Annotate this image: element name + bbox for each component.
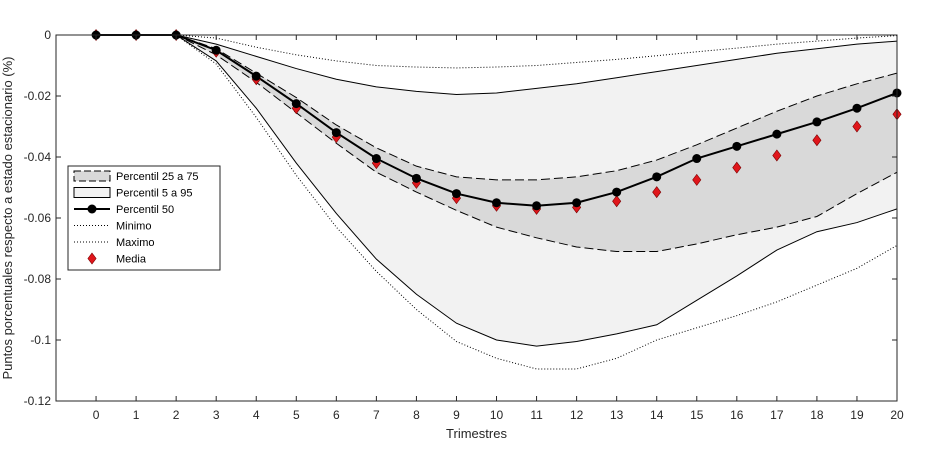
percentil-50-point [291,99,301,109]
x-tick-label: 18 [810,408,824,422]
media-point [652,186,662,199]
legend-label: Percentil 5 a 95 [116,188,192,200]
x-tick-label: 7 [373,408,380,422]
x-tick-label: 8 [413,408,420,422]
percentil-50-point [371,154,381,164]
y-tick-label: -0.12 [24,394,52,408]
percentil-50-point [612,187,622,197]
x-tick-label: 9 [453,408,460,422]
x-tick-label: 14 [650,408,664,422]
legend-swatch-25-75 [73,170,111,182]
legend-swatch-50-dot [87,204,97,214]
legend-label: Minimo [116,221,151,233]
y-tick-label: -0.02 [24,89,52,103]
percentil-50-point [492,198,502,208]
percentil-50-point [772,129,782,139]
percentil-50-point [532,201,542,211]
x-tick-label: 5 [293,408,300,422]
y-tick-label: -0.06 [24,211,52,225]
x-tick-label: 11 [530,408,543,422]
y-tick-label: -0.04 [24,150,52,164]
x-tick-label: 15 [690,408,704,422]
legend-label: Percentil 25 a 75 [116,171,199,183]
media-point [692,173,702,186]
x-tick-label: 6 [333,408,340,422]
y-tick-label: 0 [44,28,51,42]
x-tick-label: 17 [770,408,784,422]
legend-label: Maximo [116,237,155,249]
media-point [732,161,742,174]
x-tick-label: 19 [850,408,864,422]
percentil-50-point [411,173,421,183]
band-25-75-fill [96,35,898,252]
x-tick-label: 16 [730,408,744,422]
media-point [852,120,862,133]
x-tick-label: 2 [173,408,180,422]
x-tick-label: 10 [490,408,504,422]
y-axis: 0 -0.02 -0.04 -0.06 -0.08 -0.1 -0.12 [24,28,897,408]
band-25-75-lower [96,34,898,253]
percentil-50-point [812,117,822,127]
band-5-95-upper [96,34,898,95]
x-tick-label: 3 [213,408,220,422]
band-5-95-lower [96,34,898,347]
media-point [812,134,822,147]
percentil-50-point [852,103,862,113]
media-point [772,149,782,162]
percentil-50-point [652,172,662,182]
percentil-50-point [211,45,221,55]
legend-label: Media [116,254,147,266]
x-tick-label: 20 [890,408,904,422]
percentil-50-point [451,189,461,199]
legend-swatch-media [87,252,97,265]
x-tick-label: 0 [93,408,100,422]
markers-layer [91,29,902,215]
percentil-50-point [251,71,261,81]
legend-label: Percentil 50 [116,204,174,216]
legend-swatch-5-95 [73,187,111,198]
y-tick-label: -0.1 [30,333,51,347]
percentil-50-point [572,198,582,208]
x-tick-label: 13 [610,408,624,422]
x-tick-label: 1 [133,408,140,422]
percentil-50-point [732,141,742,151]
legend-box [67,165,221,271]
x-tick-label: 12 [570,408,584,422]
percentil-50-point [331,128,341,138]
x-axis-label: Trimestres [446,426,507,441]
x-axis: 0 1 2 3 4 5 6 7 8 9 10 11 12 13 14 15 16 17 18 19 20 [93,35,904,422]
y-tick-label: -0.08 [24,272,52,286]
percentil-50-point [692,154,702,164]
legend: Percentil 25 a 75 Percentil 5 a 95 Percent… [67,165,221,271]
x-tick-label: 4 [253,408,260,422]
media-point [612,195,622,208]
y-axis-label: Puntos porcentuales respecto a estado es… [0,56,15,379]
band-25-75-upper [96,34,898,181]
